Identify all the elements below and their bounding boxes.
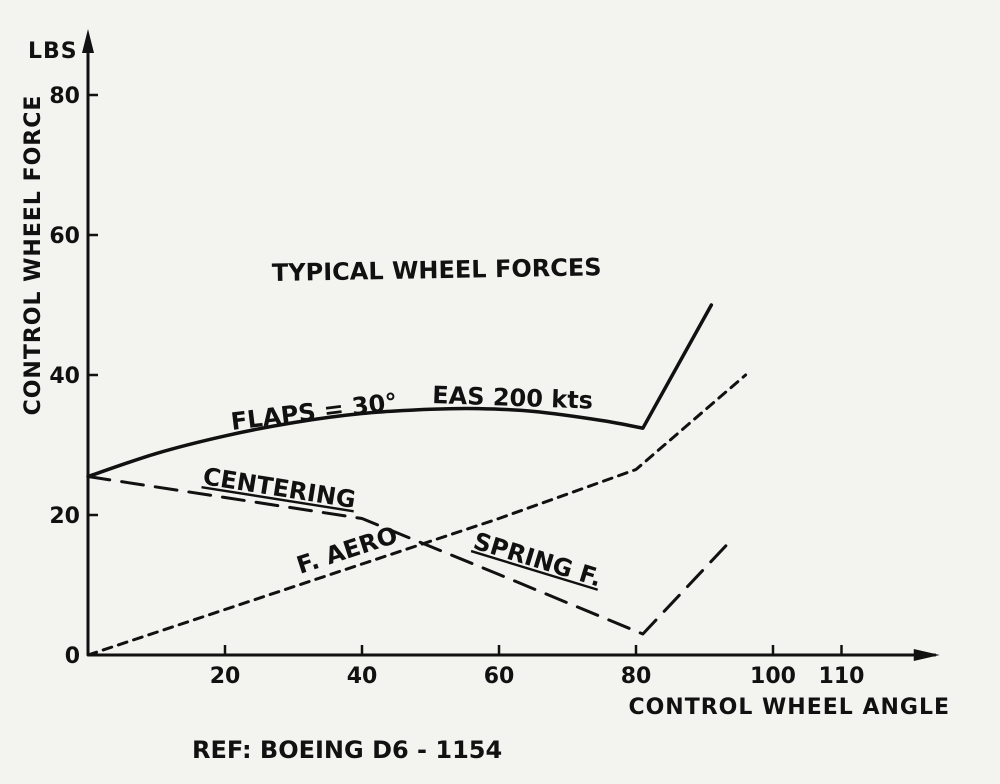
- series-line-flaps-30: [86, 303, 714, 479]
- reference-note: REF: BOEING D6 - 1154: [192, 736, 502, 764]
- chart-title: TYPICAL WHEEL FORCES: [272, 253, 602, 287]
- y-tick-label: 60: [49, 224, 80, 249]
- x-tick-label: 40: [347, 664, 378, 689]
- y-tick-label: 80: [49, 84, 80, 109]
- annotation-flaps: FLAPS = 30°: [229, 388, 399, 436]
- y-tick-label: 0: [65, 644, 80, 669]
- annotation-aero: F. AERO: [293, 521, 401, 580]
- y-tick-label: 20: [49, 504, 80, 529]
- axis-ticks: 0 20 40 60 80 20 40 60 80 100 110: [49, 84, 864, 689]
- x-tick-label: 80: [621, 664, 652, 689]
- y-tick-label: 40: [49, 364, 80, 389]
- y-axis-title: CONTROL WHEEL FORCE: [21, 95, 46, 416]
- series-line-aero: [86, 373, 748, 657]
- x-tick-label: 20: [210, 664, 241, 689]
- x-tick-label: 110: [819, 664, 865, 689]
- x-axis-title: CONTROL WHEEL ANGLE: [628, 695, 950, 720]
- x-axis-arrow: [913, 649, 940, 661]
- x-tick-label: 60: [484, 664, 515, 689]
- series-lines: [86, 303, 748, 657]
- y-axis-arrow: [82, 29, 94, 53]
- annotation-centering: CENTERING: [201, 462, 358, 514]
- x-axis: CONTROL WHEEL ANGLE: [88, 649, 950, 720]
- annotation-eas: EAS 200 kts: [432, 381, 594, 415]
- series-line-centering-spring: [86, 475, 730, 636]
- y-axis: LBS CONTROL WHEEL FORCE: [21, 29, 94, 655]
- annotation-spring: SPRING F.: [470, 527, 605, 592]
- y-axis-unit: LBS: [28, 39, 78, 64]
- x-tick-label: 100: [750, 664, 796, 689]
